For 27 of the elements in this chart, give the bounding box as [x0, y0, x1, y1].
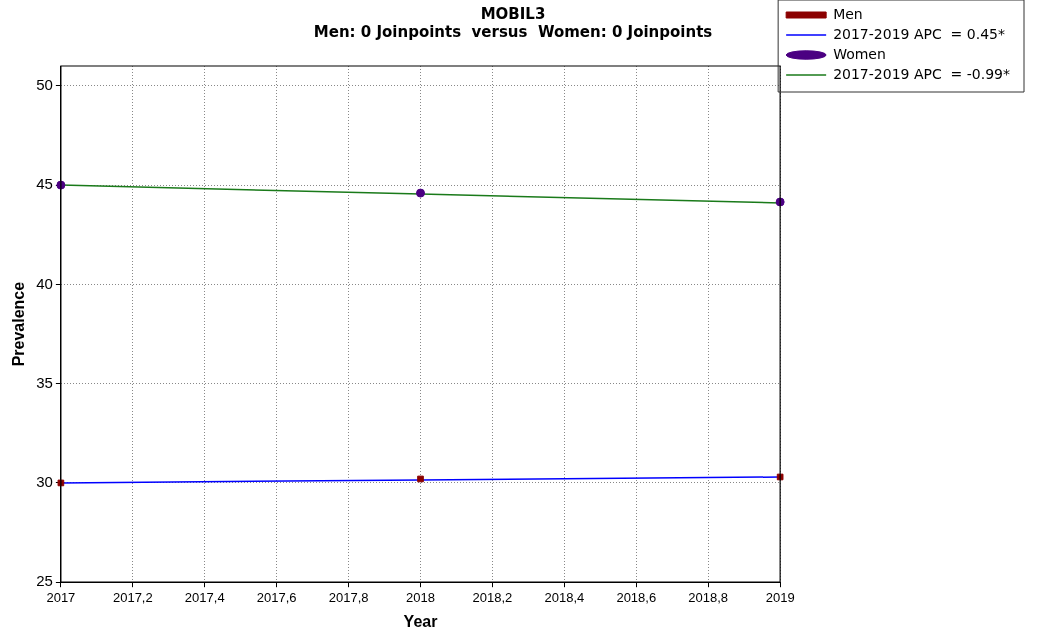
x-tick-label: 2018,4 [544, 589, 585, 605]
legend-label: 2017-2019 APC = -0.99* [833, 65, 1010, 82]
x-tick-label: 2017 [46, 589, 76, 605]
x-tick-label: 2017,2 [112, 589, 153, 605]
legend-label: Women [833, 45, 886, 62]
point [416, 188, 426, 198]
chart-subtitle: Men: 0 Joinpoints versus Women: 0 Joinpoints [313, 22, 713, 41]
legend-label: Men [833, 5, 863, 22]
x-tick-label: 2019 [765, 589, 795, 605]
x-tick-label: 2017,6 [256, 589, 297, 605]
x-tick-label: 2018,6 [616, 589, 657, 605]
y-tick-label: 25 [36, 572, 53, 590]
y-tick-label: 50 [36, 75, 53, 93]
point [417, 475, 424, 483]
y-tick-label: 45 [36, 175, 53, 193]
x-tick-label: 2017,4 [184, 589, 225, 605]
y-tick-label: 30 [36, 473, 53, 491]
x-tick-label: 2018 [406, 589, 435, 605]
y-tick-label: 35 [36, 373, 53, 391]
legend-label: 2017-2019 APC = 0.45* [833, 25, 1005, 42]
x-tick-label: 2018,8 [688, 589, 729, 605]
x-tick-label: 2018,2 [472, 589, 513, 605]
chart-title: MOBIL3 [480, 4, 546, 23]
y-tick-label: 40 [36, 274, 53, 292]
x-tick-label: 2017,8 [328, 589, 369, 605]
x-axis-title: Year [403, 612, 438, 630]
y-axis-title: Prevalence [10, 281, 28, 367]
